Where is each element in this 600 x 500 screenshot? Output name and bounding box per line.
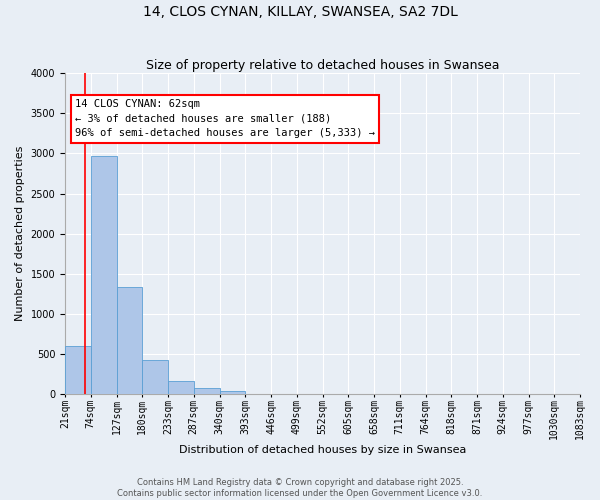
Bar [194, 388, 220, 394]
Bar [220, 390, 245, 394]
Title: Size of property relative to detached houses in Swansea: Size of property relative to detached ho… [146, 59, 499, 72]
X-axis label: Distribution of detached houses by size in Swansea: Distribution of detached houses by size … [179, 445, 466, 455]
Bar [65, 346, 91, 394]
Bar [116, 286, 142, 394]
Bar [91, 156, 116, 394]
Text: 14, CLOS CYNAN, KILLAY, SWANSEA, SA2 7DL: 14, CLOS CYNAN, KILLAY, SWANSEA, SA2 7DL [143, 5, 457, 19]
Text: 14 CLOS CYNAN: 62sqm
← 3% of detached houses are smaller (188)
96% of semi-detac: 14 CLOS CYNAN: 62sqm ← 3% of detached ho… [76, 99, 376, 138]
Text: Contains HM Land Registry data © Crown copyright and database right 2025.
Contai: Contains HM Land Registry data © Crown c… [118, 478, 482, 498]
Bar [168, 381, 194, 394]
Bar [142, 360, 168, 394]
Y-axis label: Number of detached properties: Number of detached properties [15, 146, 25, 322]
